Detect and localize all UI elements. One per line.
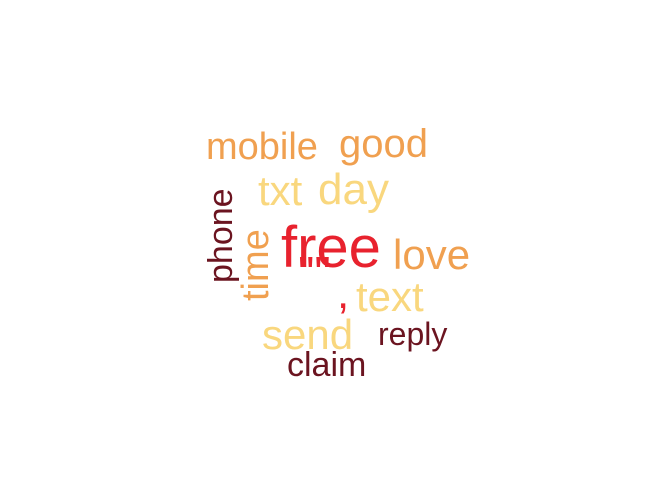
word-send: send <box>262 311 354 358</box>
word-day: day <box>318 165 389 214</box>
word-phone: phone <box>202 188 240 283</box>
word-txt: txt <box>258 167 303 214</box>
word-comma: , <box>337 269 350 318</box>
word-quote-marks: "" <box>298 247 331 299</box>
word-free: free <box>281 215 381 280</box>
word-mobile: mobile <box>206 126 318 168</box>
word-time: time <box>235 229 277 301</box>
word-love: love <box>393 231 471 278</box>
word-reply: reply <box>378 316 448 352</box>
word-good: good <box>339 122 428 166</box>
word-text: text <box>356 273 424 320</box>
word-claim: claim <box>287 346 367 384</box>
